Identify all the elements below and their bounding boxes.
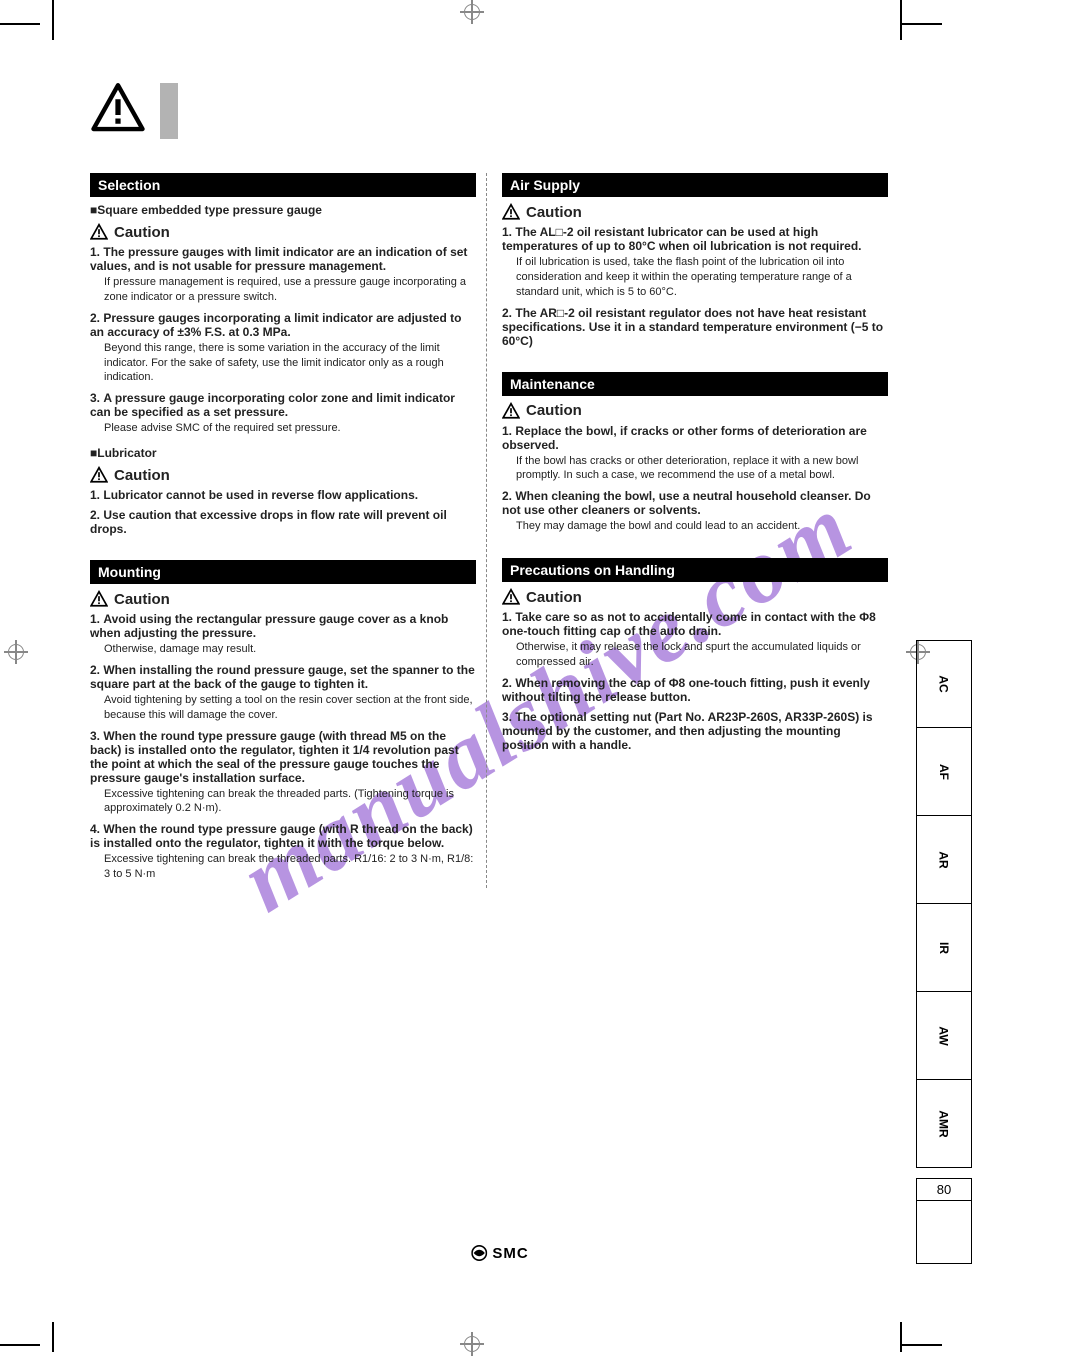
caution-row: Caution <box>90 466 476 484</box>
crop-mark <box>0 1344 40 1346</box>
caution-row: Caution <box>90 223 476 241</box>
tab-ir[interactable]: IR <box>916 904 972 992</box>
caution-icon <box>90 466 108 484</box>
registration-mark <box>460 1332 484 1356</box>
crop-mark <box>52 0 54 40</box>
title-gray-bar <box>160 83 178 139</box>
column-divider <box>486 173 487 888</box>
left-column: Selection ■Square embedded type pressure… <box>90 173 476 888</box>
caution-label: Caution <box>114 467 170 484</box>
section-header-handling: Precautions on Handling <box>502 558 888 582</box>
tab-aw[interactable]: AW <box>916 992 972 1080</box>
caution-label: Caution <box>526 204 582 221</box>
crop-mark <box>0 23 40 25</box>
selection-subtitle: ■Square embedded type pressure gauge <box>90 203 476 217</box>
caution-label: Caution <box>526 402 582 419</box>
registration-mark <box>460 0 484 24</box>
right-column: Air Supply Caution 1. The AL□-2 oil resi… <box>502 173 888 888</box>
caution-row: Caution <box>90 590 476 608</box>
caution-icon <box>90 590 108 608</box>
page-number: 80 <box>917 1179 971 1201</box>
section-header-mounting: Mounting <box>90 560 476 584</box>
footer-brand: SMC <box>471 1245 529 1262</box>
caution-label: Caution <box>114 591 170 608</box>
tab-ac[interactable]: AC <box>916 640 972 728</box>
caution-icon <box>502 402 520 420</box>
section-header-selection: Selection <box>90 173 476 197</box>
tab-amr[interactable]: AMR <box>916 1080 972 1168</box>
crop-mark <box>52 1322 54 1352</box>
crop-mark <box>900 1322 902 1352</box>
handling-list: 1. Take care so as not to accidentally c… <box>502 610 888 752</box>
caution-label: Caution <box>526 589 582 606</box>
tab-ar[interactable]: AR <box>916 816 972 904</box>
brand-icon <box>471 1245 487 1261</box>
mounting-list: 1. Avoid using the rectangular pressure … <box>90 612 476 882</box>
section-header-maintenance: Maintenance <box>502 372 888 396</box>
title-row <box>90 80 910 141</box>
caution-row: Caution <box>502 402 888 420</box>
crop-mark <box>902 1344 942 1346</box>
caution-icon <box>90 223 108 241</box>
tab-af[interactable]: AF <box>916 728 972 816</box>
caution-icon <box>502 203 520 221</box>
selection-list: 1. The pressure gauges with limit indica… <box>90 245 476 436</box>
page-number-box: 80 <box>916 1178 972 1264</box>
air-supply-list: 1. The AL□-2 oil resistant lubricator ca… <box>502 225 888 348</box>
caution-label: Caution <box>114 224 170 241</box>
caution-row: Caution <box>502 588 888 606</box>
caution-icon <box>502 588 520 606</box>
selection-subtitle-2: ■Lubricator <box>90 446 476 460</box>
registration-mark <box>4 640 28 664</box>
selection-list-2: 1. Lubricator cannot be used in reverse … <box>90 488 476 536</box>
page-content: Selection ■Square embedded type pressure… <box>90 30 910 1290</box>
warning-icon <box>90 80 146 141</box>
maintenance-list: 1. Replace the bowl, if cracks or other … <box>502 424 888 535</box>
side-tabs: AC AF AR IR AW AMR <box>916 640 972 1168</box>
crop-mark <box>902 23 942 25</box>
section-header-air-supply: Air Supply <box>502 173 888 197</box>
caution-row: Caution <box>502 203 888 221</box>
